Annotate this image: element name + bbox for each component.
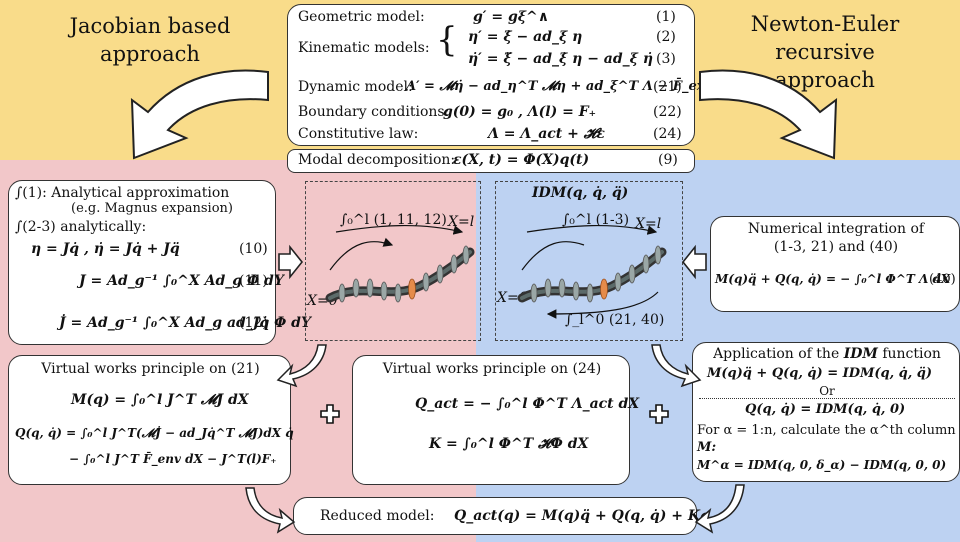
boundary-label: Boundary conditions: xyxy=(298,104,450,120)
geometric-equation: g′ = gξ^∧ xyxy=(473,9,550,25)
analytical-line-3: ∫(2-3) analytically: xyxy=(15,219,147,235)
idm-for-line: For α = 1:n, calculate the α^th column o… xyxy=(697,423,960,438)
numerical-line-1: Numerical integration of xyxy=(747,221,925,237)
dynamic-label: Dynamic model: xyxy=(298,79,413,95)
idm-title: IDM(q, q̇, q̈) xyxy=(532,185,629,201)
idm-divider xyxy=(699,398,955,399)
boundary-equation: g(0) = g₀ , Λ(l) = F₊ xyxy=(443,104,597,120)
right-continuum-robot xyxy=(517,225,667,319)
virtual-works-24-box: Virtual works principle on (24) Q_act = … xyxy=(352,355,639,485)
idm-equation-3: M^α = IDM(q, 0, δ_α) − IDM(q, 0, 0) xyxy=(697,458,947,472)
q-vector-equation-1: Q(q, q̇) = ∫₀^l J^T(𝓜J̇ − ad_Jq̇^T 𝓜J)dX… xyxy=(15,426,294,440)
left-approach-title: Jacobian based approach xyxy=(69,14,231,66)
arrow-into-right-robot xyxy=(681,244,707,280)
kinematic-label: Kinematic models: xyxy=(298,40,430,56)
constitutive-number: (24) xyxy=(653,126,682,142)
mass-matrix-equation: M(q) = ∫₀^l J^T 𝓜J dX xyxy=(71,392,249,408)
core-models-box: Geometric model: g′ = gξ^∧ (1) Kinematic… xyxy=(287,4,711,146)
curved-arrow-right-down xyxy=(651,344,702,388)
virtual-works-24-title: Virtual works principle on (24) xyxy=(382,361,602,377)
plus-sign-right xyxy=(649,404,669,424)
constitutive-equation: Λ = Λ_act + 𝓗ε xyxy=(488,126,605,142)
idm-title-prefix: Application of the xyxy=(713,346,840,362)
modal-label: Modal decomposition: xyxy=(298,152,456,168)
curved-arrow-bottom-left xyxy=(245,487,296,534)
reduced-model-equation: Q_act(q) = M(q)q̈ + Q(q, q̇) + Kq xyxy=(454,508,710,524)
analytical-approximation-box: ∫(1): Analytical approximation (e.g. Mag… xyxy=(8,180,311,345)
dynamic-equation: Λ′ = 𝓜η̇ − ad_η^T 𝓜η + ad_ξ^T Λ − F̄_ext xyxy=(406,79,711,94)
big-arrow-left xyxy=(130,69,269,160)
reduced-model-box: Reduced model: Q_act(q) = M(q)q̈ + Q(q, … xyxy=(293,497,710,535)
kinematic-equation-1: η′ = ξ̇ − ad_ξ η xyxy=(468,29,583,45)
left-integral-label: ∫₀^l (1, 11, 12) xyxy=(340,212,447,228)
equation-10: η = Jq̇ , η̇ = Jq̇ + Jq̈ xyxy=(31,241,180,257)
equation-12: J̇ = Ad_g⁻¹ ∫₀^X Ad_g ad_Jq̇ Φ dY xyxy=(59,315,311,331)
modal-equation: ε(X, t) = Φ(X)q(t) xyxy=(453,152,590,168)
left-continuum-robot xyxy=(325,225,475,303)
right-approach-title: Newton-Euler recursive approach xyxy=(710,10,940,94)
kinematic-brace: { xyxy=(436,20,458,60)
plus-sign-left xyxy=(320,404,340,424)
boundary-number: (22) xyxy=(653,104,682,120)
constitutive-label: Constitutive law: xyxy=(298,126,419,142)
geometric-label: Geometric model: xyxy=(298,9,425,25)
arrow-into-left-robot xyxy=(278,244,304,280)
numerical-integration-box: Numerical integration of (1-3, 21) and (… xyxy=(710,216,960,312)
equation-40: M(q)q̈ + Q(q, q̇) = − ∫₀^l Φ^T Λ dX xyxy=(715,272,951,286)
q-act-equation: Q_act = − ∫₀^l Φ^T Λ_act dX xyxy=(415,396,640,412)
idm-equation-1: M(q)q̈ + Q(q, q̇) = IDM(q, q̇, q̈) xyxy=(707,366,933,381)
idm-equation-2: Q(q, q̇) = IDM(q, q̇, 0) xyxy=(745,402,906,417)
curved-arrow-left-down xyxy=(276,344,327,388)
big-arrow-right xyxy=(699,69,838,160)
dynamic-number: (21) xyxy=(653,79,682,95)
modal-decomposition-box: Modal decomposition: ε(X, t) = Φ(X)q(t) … xyxy=(287,149,695,173)
analytical-line-2: (e.g. Magnus expansion) xyxy=(71,201,233,216)
right-integral-forward: ∫₀^l (1-3) xyxy=(562,212,630,228)
equation-11-number: (11) xyxy=(239,273,268,289)
stiffness-equation: K = ∫₀^l Φ^T 𝓗Φ dX xyxy=(429,436,589,452)
modal-number: (9) xyxy=(658,152,678,168)
idm-application-box: Application of the IDM function M(q)q̈ +… xyxy=(692,342,960,482)
right-robot-panel xyxy=(495,181,683,341)
idm-m-label: M: xyxy=(697,440,717,455)
equation-12-number: (12) xyxy=(239,315,268,331)
left-robot-panel xyxy=(305,181,481,341)
equation-11: J = Ad_g⁻¹ ∫₀^X Ad_g Φ dY xyxy=(79,273,284,289)
virtual-works-21-box: Virtual works principle on (21) M(q) = ∫… xyxy=(8,355,294,485)
idm-title-idm: IDM xyxy=(843,346,878,362)
numerical-line-2: (1-3, 21) and (40) xyxy=(773,239,899,255)
kinematic-number-2: (3) xyxy=(656,51,676,67)
kinematic-number-1: (2) xyxy=(656,29,676,45)
equation-40-number: (40) xyxy=(929,272,956,287)
geometric-number: (1) xyxy=(656,9,676,25)
curved-arrow-bottom-right xyxy=(694,484,745,534)
analytical-line-1: ∫(1): Analytical approximation xyxy=(15,185,230,201)
right-integral-backward: ∫_l^0 (21, 40) xyxy=(565,312,665,328)
idm-or: Or xyxy=(819,384,835,398)
right-title-line1: Newton-Euler recursive xyxy=(750,12,900,64)
kinematic-equation-2: η̇′ = ξ̈ − ad_ξ̇ η − ad_ξ η̇ xyxy=(468,51,654,67)
reduced-model-label: Reduced model: xyxy=(320,508,435,524)
idm-title-suffix: function xyxy=(882,346,941,362)
idm-application-title: Application of the IDM function xyxy=(693,346,960,362)
equation-10-number: (10) xyxy=(239,241,268,257)
virtual-works-21-title: Virtual works principle on (21) xyxy=(41,361,260,377)
q-vector-equation-2: − ∫₀^l J^T F̄_env dX − J^T(l)F₊ xyxy=(69,452,277,466)
